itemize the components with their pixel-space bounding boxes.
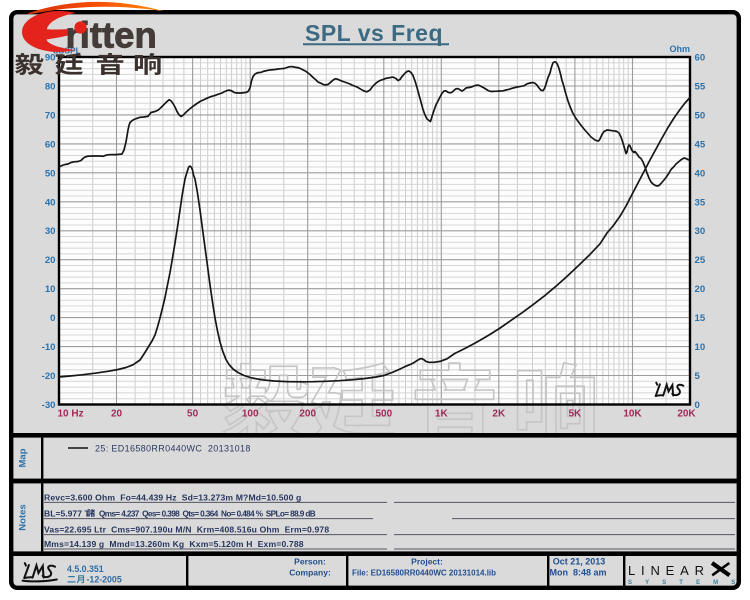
svg-text:10: 10 — [695, 342, 706, 353]
svg-text:Person:: Person: — [294, 557, 326, 567]
svg-text:50: 50 — [695, 110, 706, 121]
svg-text:Vas=22.695 Ltr Cms=907.190u M: Vas=22.695 Ltr Cms=907.190u M/N Krm=408.… — [44, 525, 329, 535]
svg-text:60: 60 — [45, 139, 56, 150]
svg-text:45: 45 — [695, 139, 706, 150]
svg-text:90: 90 — [45, 53, 56, 64]
svg-text:BL=5.977 T: BL=5.977 T — [44, 509, 90, 519]
svg-text:Map: Map — [18, 448, 29, 467]
svg-text:100: 100 — [242, 409, 259, 420]
svg-text:25: ED16580RR0440WC 20131018: 25: ED16580RR0440WC 20131018 — [95, 444, 251, 454]
svg-text:20K: 20K — [677, 409, 696, 420]
svg-text:80: 80 — [45, 82, 56, 93]
svg-text:0: 0 — [695, 400, 700, 411]
svg-text:File: ED16580RR0440WC 20131014: File: ED16580RR0440WC 20131014.lib — [352, 569, 496, 578]
svg-text:-12-2005: -12-2005 — [87, 575, 122, 585]
svg-text:30: 30 — [45, 226, 56, 237]
svg-text:5: 5 — [695, 371, 701, 382]
svg-text:ritten: ritten — [66, 15, 157, 56]
svg-text:200: 200 — [299, 409, 316, 420]
svg-text:Qms= 4.237 Qes= 0.398 Qts= 0: Qms= 4.237 Qes= 0.398 Qts= 0.364 No= 0.4… — [99, 510, 316, 519]
svg-text:Hz: Hz — [71, 409, 83, 420]
svg-text:20: 20 — [111, 409, 123, 420]
svg-text:20: 20 — [45, 255, 56, 266]
svg-text:2K: 2K — [492, 409, 506, 420]
svg-text:Revc=3.600 Ohm Fo=44.439 Hz: Revc=3.600 Ohm Fo=44.439 Hz Sd=13.273m M… — [44, 492, 301, 502]
svg-text:SYSTEMS: SYSTEMS — [628, 580, 748, 586]
svg-text:30: 30 — [695, 226, 706, 237]
svg-text:Mms=14.139 g Mmd=13.260m Kg: Mms=14.139 g Mmd=13.260m Kg Kxm=5.120m H… — [44, 539, 304, 549]
svg-text:Notes: Notes — [18, 504, 29, 530]
svg-text:20: 20 — [695, 284, 706, 295]
svg-text:Project:: Project: — [411, 557, 443, 567]
svg-text:-10: -10 — [42, 342, 56, 353]
svg-text:500: 500 — [375, 409, 392, 420]
svg-text:10: 10 — [45, 284, 56, 295]
svg-text:Oct 21, 2013: Oct 21, 2013 — [553, 557, 606, 567]
svg-text:Ohm: Ohm — [669, 44, 690, 54]
svg-text:25: 25 — [695, 255, 706, 266]
svg-text:LINEAR: LINEAR — [628, 563, 710, 578]
svg-text:35: 35 — [695, 197, 706, 208]
svg-text:55: 55 — [695, 82, 706, 93]
svg-text:0: 0 — [50, 313, 55, 324]
svg-text:Company:: Company: — [289, 568, 331, 578]
svg-text:40: 40 — [695, 168, 706, 179]
svg-text:4.5.0.351: 4.5.0.351 — [67, 564, 104, 574]
svg-text:10K: 10K — [623, 409, 642, 420]
svg-text:15: 15 — [695, 313, 706, 324]
svg-text:Mon 8:48 am: Mon 8:48 am — [549, 568, 606, 578]
svg-text:10: 10 — [57, 409, 69, 420]
svg-text:50: 50 — [45, 168, 56, 179]
svg-text:1K: 1K — [435, 409, 449, 420]
svg-text:70: 70 — [45, 110, 56, 121]
svg-text:-20: -20 — [42, 371, 56, 382]
svg-text:-30: -30 — [42, 400, 56, 411]
svg-text:60: 60 — [695, 53, 706, 64]
svg-text:50: 50 — [187, 409, 199, 420]
svg-text:40: 40 — [45, 197, 56, 208]
svg-text:5K: 5K — [569, 409, 583, 420]
svg-text:SPL vs Freq: SPL vs Freq — [305, 20, 443, 46]
